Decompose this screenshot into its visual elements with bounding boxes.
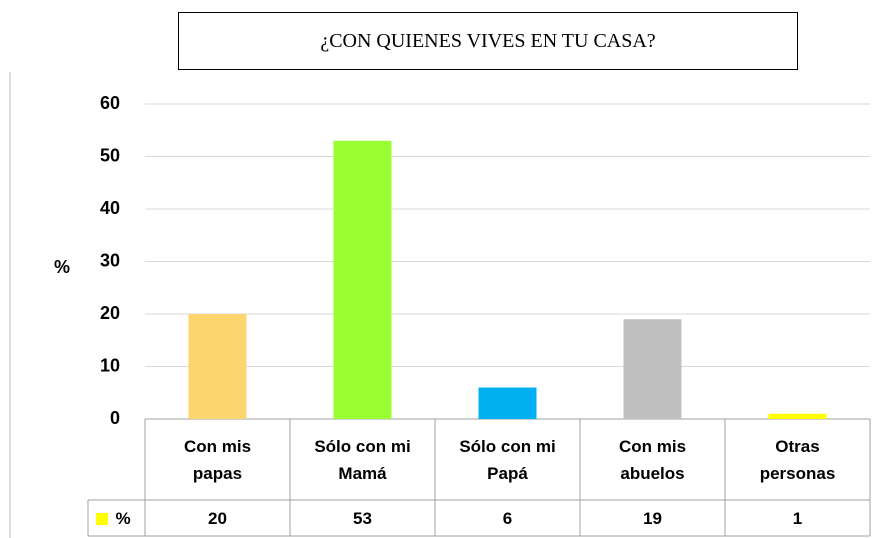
data-label: 1 xyxy=(792,508,803,528)
data-label: 19 xyxy=(643,508,662,528)
data-label: 53 xyxy=(353,508,372,528)
data-label: 20 xyxy=(208,508,227,528)
bar xyxy=(623,319,682,419)
legend-key xyxy=(96,513,108,525)
data-label: 6 xyxy=(502,508,513,528)
y-tick-label: 30 xyxy=(100,250,120,270)
category-label: Con mis papas xyxy=(183,436,252,483)
y-tick-label: 20 xyxy=(100,303,120,323)
y-axis-label: % xyxy=(54,257,70,277)
category-label: Con mis abuelos xyxy=(618,436,687,483)
category-label: Sólo con mi Mamá xyxy=(314,436,411,483)
category-label: Sólo con mi Papá xyxy=(459,436,556,483)
y-tick-label: 0 xyxy=(110,408,120,428)
legend-label: % xyxy=(115,508,131,528)
y-tick-label: 10 xyxy=(100,355,120,375)
chart-title: ¿CON QUIENES VIVES EN TU CASA? xyxy=(178,12,798,70)
y-tick-label: 40 xyxy=(100,198,120,218)
y-tick-label: 60 xyxy=(100,93,120,113)
bar xyxy=(768,413,827,419)
bar xyxy=(333,140,392,419)
y-tick-label: 50 xyxy=(100,145,120,165)
category-label: Otras personas xyxy=(759,436,836,483)
bar xyxy=(478,387,537,419)
bar xyxy=(188,314,247,419)
